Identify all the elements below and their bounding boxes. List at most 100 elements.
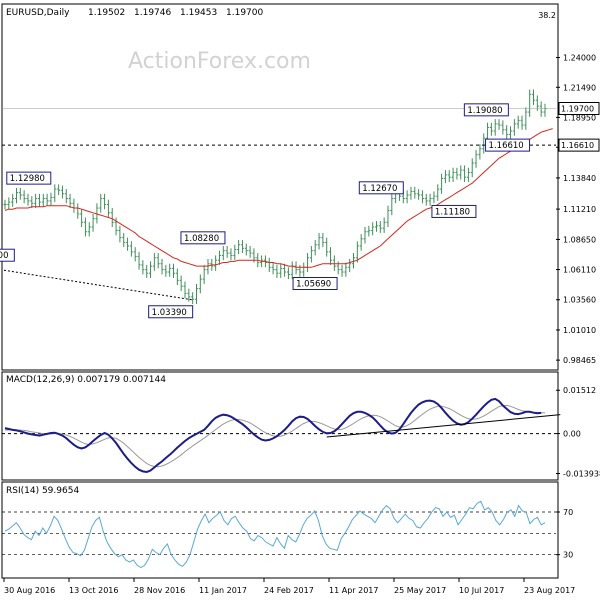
svg-text:1.16610: 1.16610 [561,141,594,150]
macd-tick-label: 0.00 [563,430,581,439]
x-axis: 30 Aug 2016 13 Oct 2016 28 Nov 2016 11 Jan … [3,578,575,595]
price-bar [459,165,463,180]
header-open: 1.19502 [88,8,125,18]
price-bar [110,208,114,227]
price-bar [175,268,179,286]
price-bar [57,184,61,195]
price-bar [172,263,176,278]
rsi-tick-label: 30 [563,551,573,560]
price-bar [374,221,378,232]
current-price-label: 1.19700 [558,102,600,115]
price-bar [214,255,218,271]
svg-text:1.03390: 1.03390 [152,308,187,318]
svg-text:1.12980: 1.12980 [10,174,45,184]
price-bar [18,187,22,200]
price-bar [386,205,390,227]
price-bar [413,186,417,199]
price-tick-label: 1.18950 [563,113,596,122]
header-low: 1.19453 [180,8,217,18]
x-tick-label: 30 Aug 2016 [4,586,55,595]
price-bar [325,237,329,257]
price-bar [409,186,413,200]
macd-title: MACD(12,26,9) 0.007179 0.007144 [6,375,166,385]
price-bar [417,189,421,200]
rsi-y-axis: 70 30 [2,508,573,560]
rsi-title: RSI(14) 59.9654 [6,486,79,496]
price-bar [279,263,283,278]
price-bar [428,193,432,206]
macd-panel: MACD(12,26,9) 0.007179 0.007144 0.01512 0… [1,371,600,481]
top-right-value: 38.2 [538,11,556,20]
price-bar [424,193,428,206]
price-bar [83,217,87,237]
price-bar [512,119,516,136]
price-tick-label: 1.21490 [563,83,596,92]
price-bar [463,165,467,182]
svg-text:1.08500: 1.08500 [0,251,8,261]
price-tick-label: 1.03560 [563,296,596,305]
price-bar [229,248,233,261]
price-bar [478,144,482,160]
price-bar [202,264,206,284]
price-bar [447,170,451,182]
price-bar [390,193,394,216]
rsi-panel: RSI(14) 59.9654 70 30 [1,481,573,579]
price-bar [106,199,110,218]
x-tick-label: 11 Apr 2017 [329,586,378,595]
macd-frame [1,371,559,481]
moving-average-line [4,128,553,268]
x-tick-label: 10 Jul 2017 [459,586,504,595]
price-bar [497,119,501,130]
price-bar [509,126,513,140]
x-tick-label: 11 Jan 2017 [199,586,247,595]
price-bar [141,260,145,275]
macd-tick-label: 0.01512 [563,386,596,395]
price-bar [455,167,459,180]
price-bar [317,232,321,250]
price-bar [532,89,536,105]
price-bar [137,251,141,270]
price-bar [271,262,275,275]
price-bar [160,258,164,275]
x-tick-label: 13 Oct 2016 [69,586,118,595]
x-tick-label: 23 Aug 2017 [524,586,575,595]
price-bar [451,167,455,182]
svg-text:1.08280: 1.08280 [184,234,219,244]
price-bar [352,253,356,269]
price-bar [344,262,348,277]
price-bar [14,187,18,204]
price-bar [217,250,221,265]
price-bar [233,244,237,261]
price-bar [95,203,99,224]
price-bar [420,190,424,204]
price-bar [179,275,183,291]
price-bar [26,193,30,206]
price-bar [99,193,103,213]
price-bar [505,125,509,140]
annotation-label: 1.11180 [431,204,477,218]
price-frame [1,3,559,371]
price-lines: 1.19700 1.16610 [2,102,600,301]
price-bar [103,193,107,210]
price-bar [237,240,241,255]
price-bar [91,213,95,232]
svg-text:1.19080: 1.19080 [467,106,502,116]
price-bar [80,209,84,227]
price-bar [355,241,359,263]
price-bar [294,261,298,275]
price-bar [118,225,122,243]
svg-text:1.11180: 1.11180 [435,207,470,217]
price-bar [168,263,172,277]
price-bar [313,240,317,256]
price-bar [133,247,137,262]
price-bar [126,237,130,251]
price-bar [198,274,202,294]
price-bar [149,261,153,278]
price-bar [68,193,72,209]
price-bar [474,149,478,168]
price-bar [114,217,118,236]
price-bar [225,245,229,258]
price-bar [34,193,38,209]
price-bar [53,184,57,203]
